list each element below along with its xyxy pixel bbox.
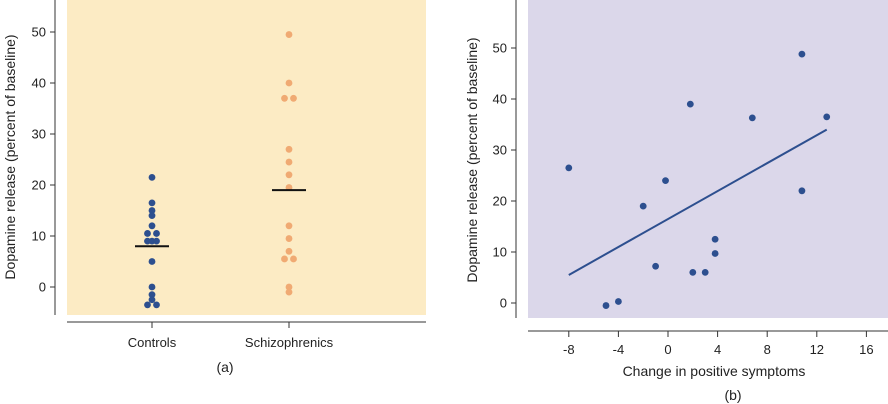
data-point	[615, 298, 622, 305]
y-tick-label: 10	[493, 245, 507, 260]
data-point	[148, 207, 156, 214]
data-point	[711, 250, 719, 257]
data-point	[290, 255, 297, 263]
data-point	[602, 302, 610, 309]
x-tick-label: Schizophrenics	[245, 335, 334, 350]
data-point	[281, 255, 288, 263]
y-tick-label: 30	[493, 143, 507, 158]
data-point	[148, 291, 156, 299]
panel-b-x-axis-label: Change in positive symptoms	[623, 363, 806, 379]
panel-a-points	[144, 31, 297, 309]
panel-b-caption: (b)	[724, 387, 741, 403]
data-point	[290, 94, 297, 102]
panel-a-background	[67, 0, 426, 315]
data-point	[285, 171, 293, 179]
data-point	[153, 301, 160, 309]
data-point	[148, 258, 156, 265]
data-point	[281, 94, 288, 102]
data-point	[153, 230, 160, 237]
y-tick-label: 50	[32, 25, 46, 40]
panel-b-y-ticks: 0 10 20 30 40 50	[493, 41, 516, 311]
data-point	[153, 237, 160, 245]
data-point	[798, 187, 806, 195]
data-point	[285, 31, 293, 38]
data-point	[565, 164, 573, 172]
panel-b-points	[565, 50, 831, 309]
data-point	[652, 262, 659, 270]
x-tick-label: 4	[714, 342, 721, 357]
x-tick-label: -8	[563, 342, 575, 357]
data-point	[148, 199, 156, 207]
data-point	[798, 50, 806, 58]
data-point	[285, 145, 293, 153]
data-point	[285, 283, 293, 291]
data-point	[285, 288, 293, 296]
data-point	[148, 212, 156, 220]
x-tick-label: 8	[764, 342, 771, 357]
data-point	[285, 235, 293, 242]
panel-a-x-ticks: Controls Schizophrenics	[128, 322, 334, 350]
x-tick-label: Controls	[128, 335, 177, 350]
panel-b-x-ticks: -8 -4 0 4 8 12 16	[563, 331, 874, 357]
data-point	[689, 269, 697, 276]
x-tick-label: 12	[810, 342, 824, 357]
data-point	[148, 283, 156, 291]
data-point	[285, 222, 293, 230]
data-point	[144, 230, 151, 237]
panel-b-trendline	[568, 128, 828, 276]
data-point	[285, 247, 293, 255]
y-tick-label: 20	[32, 178, 46, 193]
data-point	[148, 173, 156, 181]
data-point	[711, 235, 719, 243]
data-point	[701, 269, 709, 276]
data-point	[748, 114, 756, 122]
panel-b-background	[528, 0, 888, 318]
y-tick-label: 40	[493, 92, 507, 107]
y-tick-label: 50	[493, 41, 507, 56]
panel-a-y-axis-label: Dopamine release (percent of baseline)	[2, 34, 18, 279]
y-tick-label: 0	[39, 280, 46, 295]
panel-b: 0 10 20 30 40 50 -8 -4 0 4 8 12 16 Dopamine release…	[464, 0, 888, 403]
y-tick-label: 20	[493, 194, 507, 209]
data-point	[662, 177, 669, 185]
y-tick-label: 0	[500, 296, 507, 311]
data-point	[144, 301, 151, 309]
data-point	[148, 296, 156, 304]
data-point	[285, 158, 293, 166]
data-point	[285, 79, 293, 87]
panel-a-caption: (a)	[216, 359, 233, 375]
data-point	[148, 222, 156, 230]
x-tick-label: 0	[664, 342, 671, 357]
panel-a: 0 10 20 30 40 50 Controls Schizophrenics Dopam…	[2, 0, 426, 375]
y-tick-label: 30	[32, 127, 46, 142]
panel-b-y-axis-label: Dopamine release (percent of baseline)	[464, 37, 480, 282]
y-tick-label: 40	[32, 76, 46, 91]
data-point	[639, 202, 647, 210]
y-tick-label: 10	[32, 229, 46, 244]
panel-a-means	[135, 189, 306, 248]
data-point	[823, 113, 831, 121]
x-tick-label: 16	[859, 342, 873, 357]
x-tick-label: -4	[613, 342, 625, 357]
data-point	[686, 100, 694, 108]
panel-a-y-ticks: 0 10 20 30 40 50	[32, 25, 55, 295]
